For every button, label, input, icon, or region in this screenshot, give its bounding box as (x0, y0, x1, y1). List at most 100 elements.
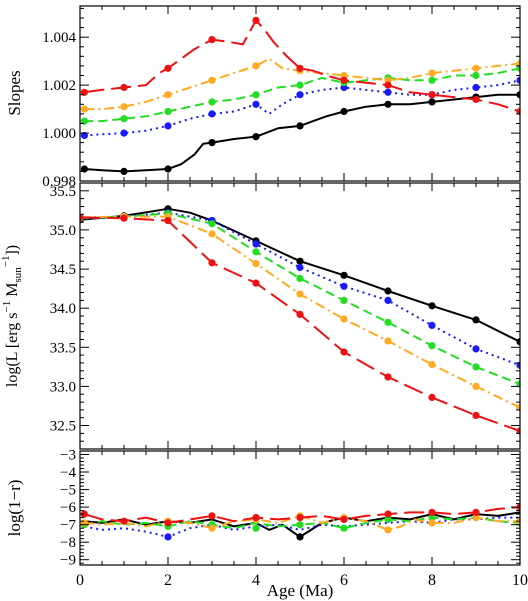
top-data-point-blue (384, 88, 392, 96)
middle-data-point-red (472, 411, 480, 419)
middle-data-point-green (472, 363, 480, 371)
bottom-y-tick-label: −7 (60, 518, 76, 534)
top-y-tick-label: 1.002 (42, 78, 76, 94)
ylabel-mid-m: M (4, 283, 21, 301)
bottom-y-tick-label: −9 (60, 553, 76, 569)
middle-data-point-orange (208, 230, 216, 238)
top-data-point-orange (516, 59, 520, 68)
middle-data-point-red (120, 214, 128, 222)
ylabel-mid-exp2: −1 (0, 256, 12, 268)
top-data-point-orange (208, 76, 216, 84)
middle-data-point-red (208, 259, 216, 267)
middle-y-tick-label: 33.0 (50, 379, 76, 395)
middle-data-point-red (428, 393, 436, 401)
top-series-line-green (84, 67, 520, 123)
top-data-point-red (252, 16, 260, 24)
top-panel-plot-area (80, 16, 520, 175)
bottom-data-point-red (428, 508, 436, 516)
bottom-series-line-orange (84, 514, 520, 531)
bottom-data-point-green (428, 514, 436, 522)
middle-data-point-black (516, 338, 520, 346)
top-data-point-red (428, 91, 436, 99)
top-data-point-black (208, 139, 216, 147)
middle-data-point-orange (472, 382, 480, 390)
top-data-point-black (296, 122, 304, 130)
bottom-y-tick-label: −3 (60, 448, 76, 464)
top-data-point-red (80, 88, 88, 96)
bottom-data-point-green (252, 524, 260, 532)
middle-data-point-green (384, 318, 392, 326)
middle-data-point-black (296, 257, 304, 265)
top-data-point-green (472, 71, 480, 80)
bottom-data-point-green (384, 515, 392, 524)
top-data-point-orange (164, 91, 172, 99)
middle-data-point-blue (516, 361, 520, 369)
bottom-data-point-red (472, 508, 480, 516)
middle-data-point-green (428, 342, 436, 350)
middle-data-point-green (208, 220, 216, 228)
middle-y-tick-label: 34.0 (50, 301, 76, 317)
bottom-panel-plot-area (80, 503, 520, 541)
top-data-point-blue (164, 122, 172, 130)
top-data-point-black (80, 165, 88, 173)
bottom-data-point-green (296, 521, 304, 529)
middle-data-point-blue (296, 263, 304, 272)
bottom-series-line-black (84, 511, 520, 538)
middle-y-tick-label: 33.5 (50, 340, 76, 356)
middle-data-point-red (164, 217, 172, 225)
ylabel-mid-end: ]) (4, 245, 21, 256)
ylabel-mid-sub: sun (12, 267, 24, 283)
middle-panel-plot-area (80, 205, 520, 435)
middle-series-line-black (80, 207, 520, 343)
middle-data-point-blue (384, 296, 392, 304)
top-data-point-red (516, 107, 520, 116)
bottom-data-point-orange (208, 524, 216, 532)
middle-data-point-black (428, 302, 436, 310)
top-series-line-black (84, 93, 520, 173)
bottom-data-point-red (340, 515, 348, 524)
top-data-point-blue (80, 131, 88, 140)
bottom-data-point-blue (164, 533, 172, 541)
bottom-data-point-orange (428, 519, 436, 527)
top-panel-y-axis-label: Slopes (5, 70, 24, 115)
middle-data-point-red (252, 279, 260, 287)
top-data-point-blue (120, 129, 128, 137)
top-data-point-red (384, 81, 392, 89)
bottom-panel-y-axis-label: log(1−r) (5, 480, 24, 537)
bottom-data-point-red (384, 510, 392, 518)
x-tick-label: 4 (252, 572, 260, 589)
middle-data-point-black (472, 316, 480, 324)
middle-data-point-black (340, 271, 348, 279)
top-data-point-red (340, 76, 348, 84)
x-tick-label: 8 (428, 572, 436, 589)
x-tick-label: 2 (164, 572, 172, 589)
top-y-tick-label: 0.998 (42, 174, 76, 190)
middle-data-point-orange (340, 315, 348, 323)
middle-y-tick-label: 35.0 (50, 223, 76, 239)
middle-data-point-blue (340, 282, 348, 290)
middle-data-point-blue (252, 240, 260, 248)
middle-data-point-orange (252, 260, 260, 268)
top-data-point-red (164, 64, 172, 72)
middle-series-line-green (80, 212, 520, 386)
ylabel-mid-exp1: −1 (1, 301, 13, 313)
bottom-data-point-orange (472, 514, 480, 522)
top-data-point-black (340, 107, 348, 116)
middle-data-point-blue (472, 345, 480, 353)
top-data-point-blue (472, 83, 480, 92)
top-y-tick-label: 1.000 (42, 126, 76, 142)
top-data-point-black (428, 98, 436, 106)
bottom-data-point-red (164, 519, 172, 527)
middle-series-line-blue (80, 211, 520, 367)
middle-y-tick-label: 34.5 (50, 262, 76, 278)
bottom-data-point-red (296, 514, 304, 522)
top-data-point-blue (516, 76, 520, 84)
top-data-point-black (120, 167, 128, 175)
top-data-point-black (252, 133, 260, 141)
x-tick-label: 0 (76, 572, 84, 589)
bottom-y-tick-label: −5 (60, 483, 76, 499)
top-data-point-green (120, 115, 128, 123)
middle-series-line-red (80, 216, 520, 432)
top-data-point-blue (208, 110, 216, 118)
middle-data-point-green (296, 274, 304, 282)
